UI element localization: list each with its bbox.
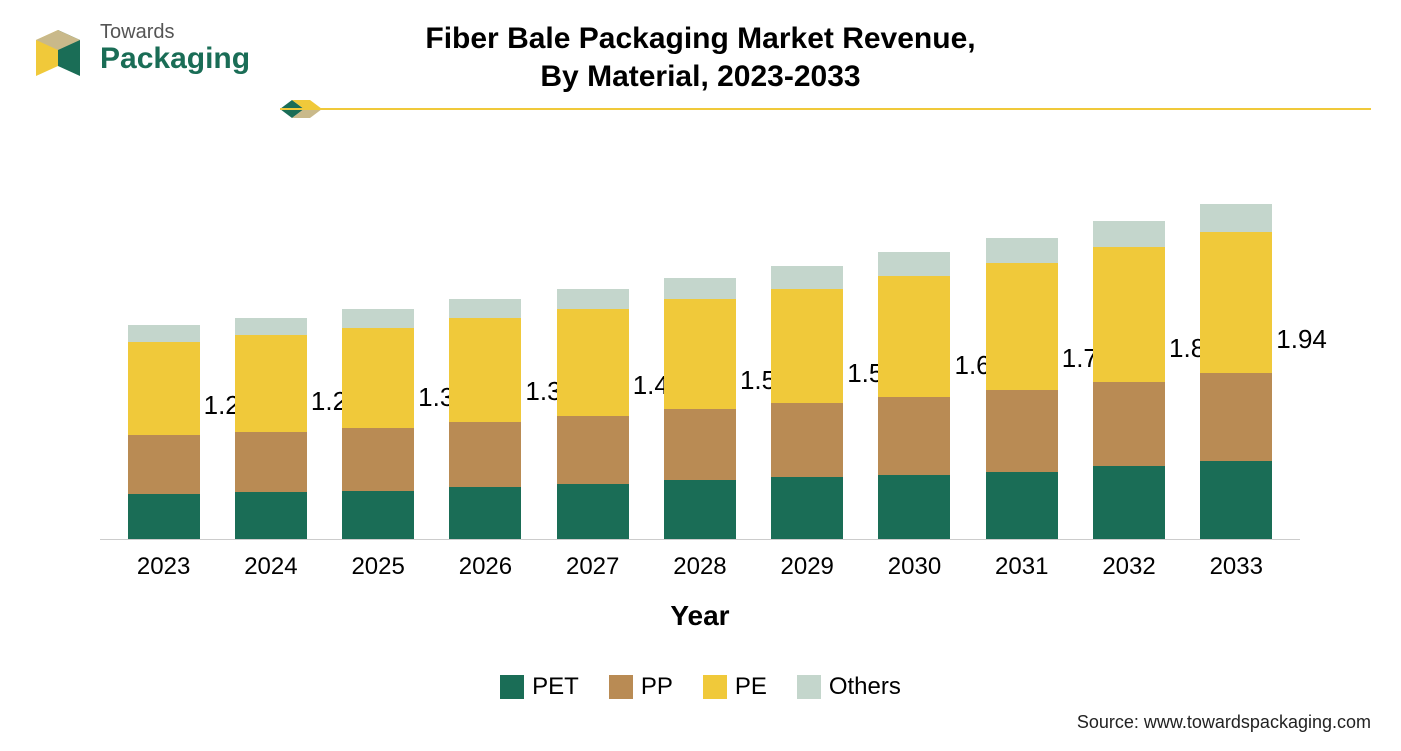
x-tick-label: 2031	[986, 553, 1058, 581]
x-tick-label: 2023	[128, 553, 200, 581]
bar-stack	[557, 289, 629, 539]
bar-group: 1.282024	[235, 318, 307, 539]
bar-segment-pet	[1093, 466, 1165, 539]
bar-stack	[878, 252, 950, 539]
bar-segment-pp	[878, 397, 950, 475]
bar-segment-others	[1093, 221, 1165, 247]
bar-group: 1.942033	[1200, 204, 1272, 539]
bar-group: 1.662030	[878, 252, 950, 539]
legend-label: PP	[641, 673, 673, 701]
bar-segment-pp	[771, 403, 843, 477]
bar-group: 1.842032	[1093, 221, 1165, 539]
bar-segment-others	[557, 289, 629, 310]
legend-swatch	[500, 675, 524, 699]
bar-value-label: 1.94	[1276, 324, 1327, 355]
x-tick-label: 2024	[235, 553, 307, 581]
legend-item-pe: PE	[703, 673, 767, 701]
legend-swatch	[609, 675, 633, 699]
bar-segment-others	[771, 266, 843, 288]
bar-segment-pp	[557, 416, 629, 483]
bar-stack	[771, 266, 843, 539]
bar-group: 1.742031	[986, 238, 1058, 539]
bar-segment-others	[235, 318, 307, 335]
bar-stack	[1093, 221, 1165, 539]
legend-item-pet: PET	[500, 673, 579, 701]
bar-segment-pe	[342, 328, 414, 428]
title-line2: By Material, 2023-2033	[540, 60, 860, 93]
bar-segment-pe	[878, 276, 950, 397]
chart-title: Fiber Bale Packaging Market Revenue, By …	[0, 20, 1401, 95]
bar-segment-pe	[664, 299, 736, 410]
bar-segment-others	[986, 238, 1058, 262]
bar-segment-pp	[128, 435, 200, 494]
bar-segment-pe	[1093, 247, 1165, 382]
chart-legend: PET PP PE Others	[0, 673, 1401, 701]
source-attribution: Source: www.towardspackaging.com	[1077, 712, 1371, 733]
bar-stack	[235, 318, 307, 539]
bar-segment-pet	[557, 484, 629, 539]
bar-group: 1.452027	[557, 289, 629, 539]
bar-segment-pe	[235, 335, 307, 432]
bar-stack	[1200, 204, 1272, 539]
bar-segment-pe	[1200, 232, 1272, 374]
bar-segment-pet	[342, 491, 414, 539]
legend-label: PE	[735, 673, 767, 701]
bar-stack	[664, 278, 736, 539]
bar-group: 1.512028	[664, 278, 736, 539]
bar-segment-others	[664, 278, 736, 299]
bar-segment-pe	[557, 309, 629, 416]
x-tick-label: 2030	[878, 553, 950, 581]
legend-swatch	[797, 675, 821, 699]
x-tick-label: 2033	[1200, 553, 1272, 581]
bar-segment-pp	[986, 390, 1058, 471]
bar-segment-pet	[235, 492, 307, 539]
x-tick-label: 2026	[449, 553, 521, 581]
plot-area: 1.242023 1.282024 1.332025 1.392026 1.452027…	[100, 160, 1300, 540]
bar-segment-pet	[128, 494, 200, 539]
bar-segment-others	[128, 325, 200, 342]
x-tick-label: 2027	[557, 553, 629, 581]
bar-segment-pp	[1200, 373, 1272, 461]
bar-segment-pe	[771, 289, 843, 403]
legend-label: PET	[532, 673, 579, 701]
legend-swatch	[703, 675, 727, 699]
legend-item-others: Others	[797, 673, 901, 701]
bar-segment-pp	[449, 422, 521, 488]
legend-label: Others	[829, 673, 901, 701]
legend-item-pp: PP	[609, 673, 673, 701]
bar-segment-pet	[449, 487, 521, 539]
bar-group: 1.582029	[771, 266, 843, 539]
bar-stack	[986, 238, 1058, 539]
x-tick-label: 2025	[342, 553, 414, 581]
x-axis-title: Year	[100, 600, 1300, 632]
bar-segment-pe	[449, 318, 521, 422]
bar-segment-pp	[664, 409, 736, 480]
bar-stack	[449, 299, 521, 539]
bar-segment-pp	[1093, 382, 1165, 467]
bar-segment-others	[449, 299, 521, 318]
bar-segment-pp	[342, 428, 414, 490]
bar-group: 1.392026	[449, 299, 521, 539]
bar-segment-pe	[986, 263, 1058, 391]
bar-segment-pet	[986, 472, 1058, 539]
bar-segment-pet	[878, 475, 950, 539]
x-tick-label: 2029	[771, 553, 843, 581]
bar-segment-pet	[664, 480, 736, 539]
title-divider	[280, 108, 1371, 110]
bar-segment-others	[1200, 204, 1272, 232]
bar-group: 1.332025	[342, 309, 414, 539]
revenue-chart: 1.242023 1.282024 1.332025 1.392026 1.452027…	[100, 160, 1300, 580]
bar-stack	[342, 309, 414, 539]
title-line1: Fiber Bale Packaging Market Revenue,	[425, 22, 975, 55]
bar-segment-pet	[1200, 461, 1272, 539]
bar-segment-pe	[128, 342, 200, 435]
bar-segment-others	[878, 252, 950, 276]
bar-segment-others	[342, 309, 414, 328]
x-tick-label: 2028	[664, 553, 736, 581]
bar-segment-pp	[235, 432, 307, 492]
bar-group: 1.242023	[128, 325, 200, 539]
bar-stack	[128, 325, 200, 539]
bar-segment-pet	[771, 477, 843, 539]
x-tick-label: 2032	[1093, 553, 1165, 581]
